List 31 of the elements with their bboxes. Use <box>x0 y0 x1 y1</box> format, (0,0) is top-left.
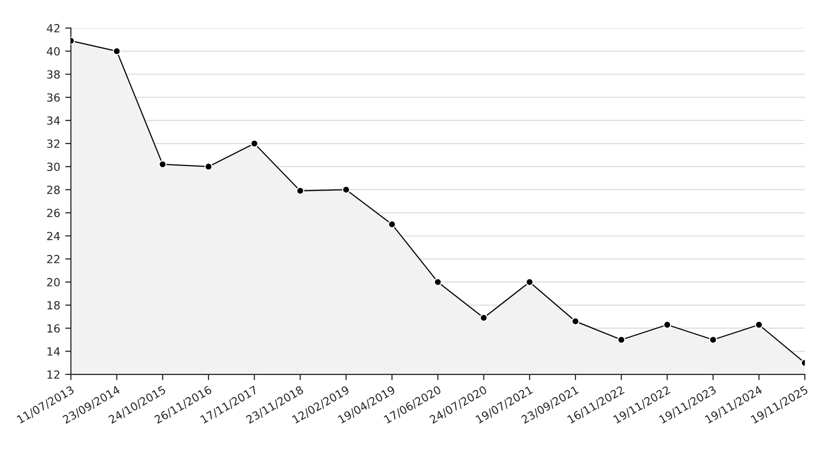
point <box>204 162 212 171</box>
y-tick-label: 42 <box>46 24 60 32</box>
y-tick-label: 28 <box>47 186 60 194</box>
point <box>434 278 442 286</box>
point <box>526 278 534 286</box>
y-tick-label: 22 <box>47 254 60 264</box>
y-tick-label: 26 <box>47 208 60 218</box>
point <box>250 140 258 148</box>
y-tick-label: 40 <box>46 47 60 56</box>
point <box>754 320 763 329</box>
y-tick-label: 34 <box>47 116 60 125</box>
point <box>709 336 718 344</box>
point <box>158 160 167 168</box>
point <box>112 47 121 56</box>
point <box>296 186 304 195</box>
y-tick-label: 30 <box>47 162 60 171</box>
y-tick-label: 20 <box>47 278 60 286</box>
point <box>571 317 580 326</box>
y-tick-label: 16 <box>48 324 60 333</box>
y-tick-label: 32 <box>47 139 60 148</box>
y-tick-label: 38 <box>47 70 60 79</box>
point <box>617 336 626 344</box>
point <box>663 320 672 329</box>
y-tick-label: 36 <box>47 93 60 102</box>
point <box>388 220 396 228</box>
y-tick-label: 14 <box>48 347 60 356</box>
point <box>342 186 350 194</box>
point <box>480 314 488 322</box>
y-tick-label: 18 <box>48 301 60 310</box>
y-tick-label: 24 <box>47 232 60 240</box>
y-tick-label: 12 <box>48 370 60 379</box>
